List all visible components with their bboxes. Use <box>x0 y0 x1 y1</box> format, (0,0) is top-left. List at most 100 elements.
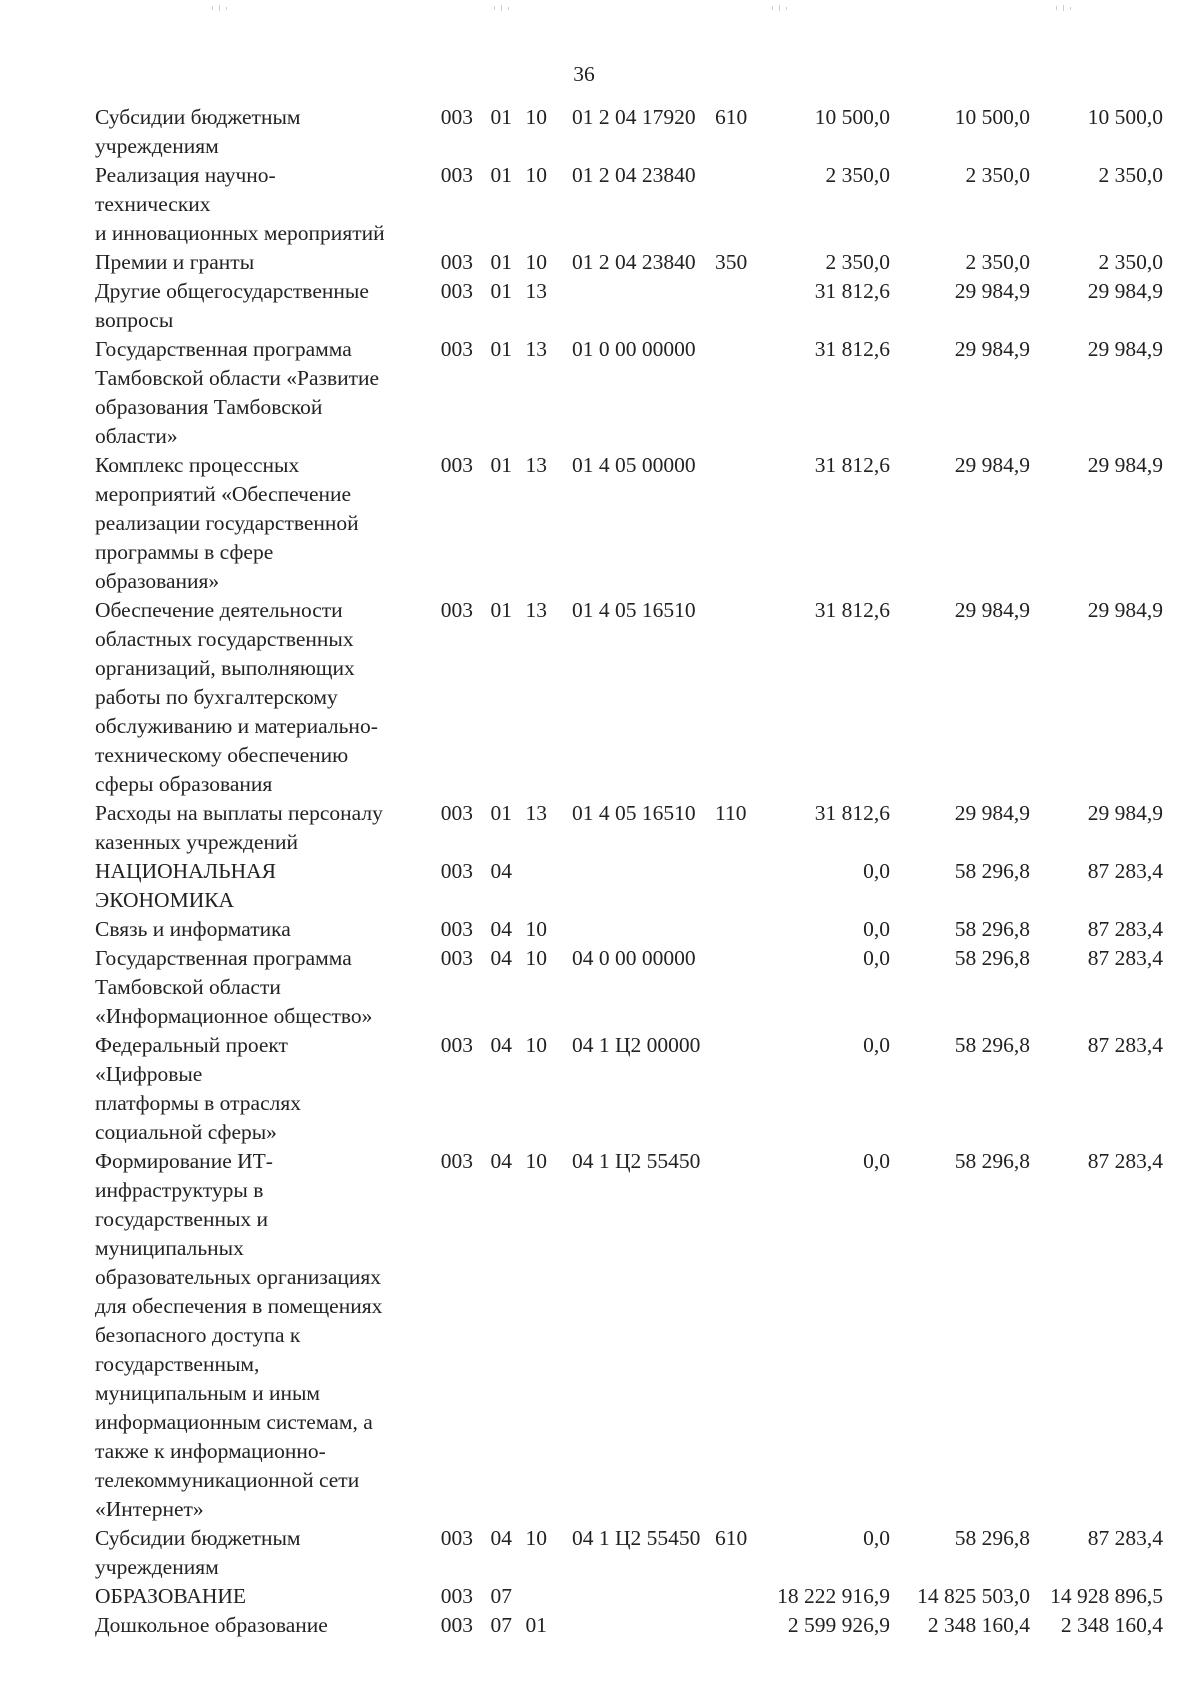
table-row: Реализация научно-технических и инноваци… <box>95 161 1163 248</box>
cell-section-code: 01 <box>490 250 513 274</box>
cell-amount-1: 2 599 926,9 <box>787 1613 890 1637</box>
cell-amount-2: 58 296,8 <box>954 1149 1030 1173</box>
table-row: НАЦИОНАЛЬНАЯ ЭКОНОМИКА 003 04 0,0 58 296… <box>95 857 1163 915</box>
cell-expense-type-code <box>703 1031 760 1147</box>
scan-artifact <box>494 5 510 12</box>
cell-expense-type-code <box>703 944 760 1031</box>
cell-grbs-code: 003 <box>440 1613 473 1637</box>
cell-section-code: 04 <box>490 859 513 883</box>
cell-amount-1: 0,0 <box>863 917 890 941</box>
cell-target-article-code <box>554 1582 703 1611</box>
table-row: Субсидии бюджетным учреждениям 003 04 10… <box>95 1524 1163 1582</box>
cell-section-code: 01 <box>490 279 513 303</box>
cell-target-article-code: 01 2 04 17920 <box>572 105 696 129</box>
cell-amount-3: 14 928 896,5 <box>1050 1584 1163 1608</box>
cell-section-code: 01 <box>490 598 513 622</box>
cell-expense-name: Дошкольное образование <box>95 1613 328 1637</box>
cell-expense-name: Расходы на выплаты персоналу казенных уч… <box>95 801 383 854</box>
cell-expense-name: Реализация научно-технических и инноваци… <box>95 163 385 245</box>
cell-amount-3: 29 984,9 <box>1087 801 1163 825</box>
cell-expense-type-code <box>703 277 760 335</box>
cell-grbs-code: 003 <box>440 598 473 622</box>
cell-amount-3: 87 283,4 <box>1087 946 1163 970</box>
cell-expense-name: Премии и гранты <box>95 250 255 274</box>
cell-amount-2: 2 350,0 <box>965 250 1031 274</box>
cell-amount-3: 87 283,4 <box>1087 1526 1163 1550</box>
table-row: Государственная программа Тамбовской обл… <box>95 335 1163 451</box>
cell-subsection-code <box>519 1582 554 1611</box>
cell-amount-2: 2 350,0 <box>965 163 1031 187</box>
cell-amount-1: 31 812,6 <box>814 337 890 361</box>
cell-section-code: 01 <box>490 105 513 129</box>
cell-subsection-code: 01 <box>525 1613 548 1637</box>
cell-amount-1: 31 812,6 <box>814 453 890 477</box>
cell-amount-3: 2 348 160,4 <box>1060 1613 1163 1637</box>
cell-amount-1: 0,0 <box>863 1033 890 1057</box>
cell-grbs-code: 003 <box>440 859 473 883</box>
cell-amount-2: 14 825 503,0 <box>917 1584 1030 1608</box>
cell-amount-3: 2 350,0 <box>1098 163 1164 187</box>
cell-target-article-code: 04 1 Ц2 00000 <box>572 1033 701 1057</box>
cell-amount-2: 2 348 160,4 <box>927 1613 1030 1637</box>
cell-subsection-code: 10 <box>525 1149 548 1173</box>
cell-expense-name: Комплекс процессных мероприятий «Обеспеч… <box>95 453 359 593</box>
cell-expense-type-code <box>703 1611 760 1640</box>
cell-amount-3: 2 350,0 <box>1098 250 1164 274</box>
cell-amount-2: 10 500,0 <box>954 105 1030 129</box>
cell-subsection-code: 10 <box>525 250 548 274</box>
cell-section-code: 04 <box>490 917 513 941</box>
table-row: Государственная программа Тамбовской обл… <box>95 944 1163 1031</box>
cell-expense-name: Федеральный проект «Цифровые платформы в… <box>95 1033 302 1144</box>
scan-artifact <box>772 5 788 12</box>
cell-expense-type-code <box>703 1147 760 1524</box>
cell-amount-1: 31 812,6 <box>814 598 890 622</box>
cell-amount-3: 87 283,4 <box>1087 917 1163 941</box>
cell-section-code: 01 <box>490 453 513 477</box>
cell-target-article-code: 04 1 Ц2 55450 <box>572 1526 701 1550</box>
cell-amount-2: 58 296,8 <box>954 1526 1030 1550</box>
table-row: Премии и гранты 003 01 10 01 2 04 23840 … <box>95 248 1163 277</box>
budget-table: Субсидии бюджетным учреждениям 003 01 10… <box>95 103 1163 1640</box>
cell-section-code: 07 <box>490 1613 513 1637</box>
cell-amount-2: 29 984,9 <box>954 598 1030 622</box>
cell-expense-type-code <box>703 1582 760 1611</box>
cell-expense-type-code <box>703 857 760 915</box>
cell-subsection-code: 13 <box>525 453 548 477</box>
cell-target-article-code <box>554 857 703 915</box>
cell-amount-2: 29 984,9 <box>954 337 1030 361</box>
cell-section-code: 04 <box>490 1149 513 1173</box>
cell-grbs-code: 003 <box>440 1526 473 1550</box>
cell-expense-type-code <box>703 915 760 944</box>
cell-amount-1: 31 812,6 <box>814 801 890 825</box>
cell-expense-name: Государственная программа Тамбовской обл… <box>95 337 380 448</box>
cell-subsection-code: 13 <box>525 279 548 303</box>
cell-grbs-code: 003 <box>440 946 473 970</box>
cell-expense-type-code <box>703 161 760 248</box>
cell-amount-3: 29 984,9 <box>1087 598 1163 622</box>
cell-subsection-code: 10 <box>525 1526 548 1550</box>
table-row: Расходы на выплаты персоналу казенных уч… <box>95 799 1163 857</box>
cell-expense-name: Формирование ИТ- инфраструктуры в госуда… <box>95 1149 383 1521</box>
cell-target-article-code: 01 4 05 16510 <box>572 598 696 622</box>
cell-amount-1: 0,0 <box>863 1526 890 1550</box>
cell-amount-3: 87 283,4 <box>1087 859 1163 883</box>
cell-expense-name: ОБРАЗОВАНИЕ <box>95 1584 247 1608</box>
cell-subsection-code: 13 <box>525 598 548 622</box>
table-row: ОБРАЗОВАНИЕ 003 07 18 222 916,9 14 825 5… <box>95 1582 1163 1611</box>
cell-expense-name: Субсидии бюджетным учреждениям <box>95 105 301 158</box>
cell-grbs-code: 003 <box>440 801 473 825</box>
cell-subsection-code: 10 <box>525 163 548 187</box>
cell-target-article-code: 01 4 05 00000 <box>572 453 696 477</box>
cell-grbs-code: 003 <box>440 250 473 274</box>
cell-target-article-code: 01 2 04 23840 <box>572 250 696 274</box>
cell-expense-type-code: 610 <box>715 1526 748 1550</box>
cell-section-code: 04 <box>490 1526 513 1550</box>
cell-subsection-code <box>519 857 554 915</box>
cell-amount-1: 0,0 <box>863 1149 890 1173</box>
cell-expense-name: Субсидии бюджетным учреждениям <box>95 1526 301 1579</box>
cell-amount-1: 0,0 <box>863 859 890 883</box>
cell-target-article-code: 04 0 00 00000 <box>572 946 696 970</box>
cell-section-code: 01 <box>490 337 513 361</box>
cell-grbs-code: 003 <box>440 453 473 477</box>
cell-grbs-code: 003 <box>440 279 473 303</box>
